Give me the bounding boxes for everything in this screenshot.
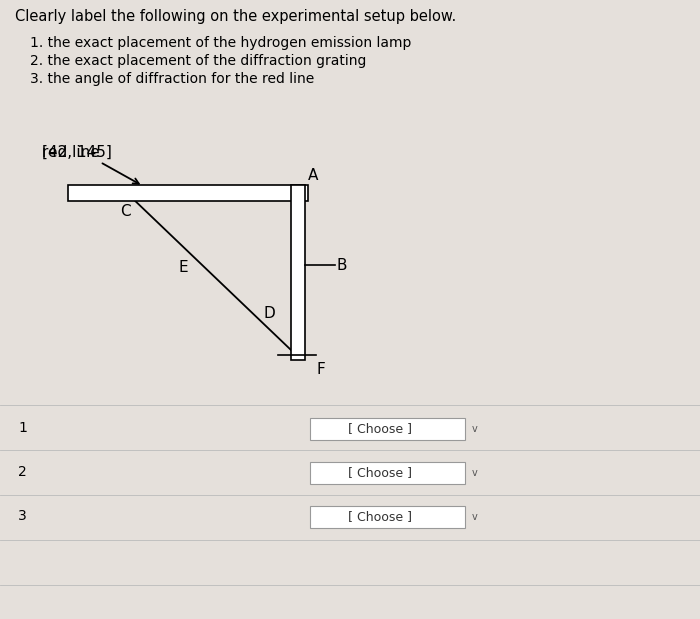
Text: 3. the angle of diffraction for the red line: 3. the angle of diffraction for the red … xyxy=(30,72,314,86)
Text: v: v xyxy=(472,424,478,434)
Text: Clearly label the following on the experimental setup below.: Clearly label the following on the exper… xyxy=(15,9,456,24)
Text: 1: 1 xyxy=(18,421,27,435)
Text: 1. the exact placement of the hydrogen emission lamp: 1. the exact placement of the hydrogen e… xyxy=(30,36,412,50)
Bar xyxy=(68,185,308,201)
Text: [ Choose ]: [ Choose ] xyxy=(348,467,412,480)
Text: [42, 145]: [42, 145] xyxy=(42,145,112,160)
Text: 2. the exact placement of the diffraction grating: 2. the exact placement of the diffractio… xyxy=(30,54,366,68)
Text: [ Choose ]: [ Choose ] xyxy=(348,423,412,436)
Text: C: C xyxy=(120,204,131,219)
Text: 2: 2 xyxy=(18,465,27,479)
Bar xyxy=(310,462,465,484)
Text: red line: red line xyxy=(42,145,99,160)
Bar xyxy=(291,185,305,360)
Text: v: v xyxy=(472,468,478,478)
Text: v: v xyxy=(472,512,478,522)
Bar xyxy=(310,506,465,528)
Bar xyxy=(310,418,465,440)
Text: A: A xyxy=(308,168,318,183)
Text: D: D xyxy=(263,306,275,321)
Text: B: B xyxy=(337,258,347,272)
Text: E: E xyxy=(178,261,188,275)
Text: 3: 3 xyxy=(18,509,27,523)
Text: F: F xyxy=(317,362,326,377)
Text: [ Choose ]: [ Choose ] xyxy=(348,511,412,524)
